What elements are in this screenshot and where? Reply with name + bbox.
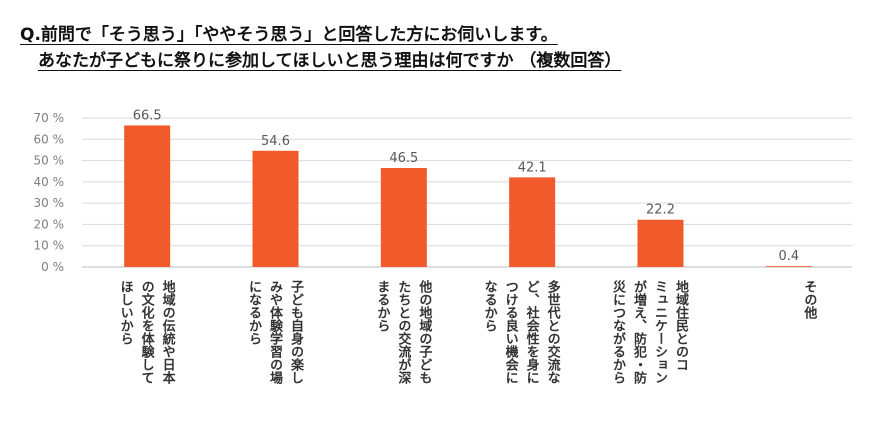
x-tick-label: 地域の伝統や日本 [160,279,176,385]
bar [509,177,556,267]
x-tick-label: まるから [374,280,390,332]
y-tick-label: 40 % [34,175,65,189]
x-tick-label: 多世代との交流な [545,279,562,384]
bar [765,266,812,267]
bar [124,125,171,267]
x-tick-label: みや体験学習の場 [267,280,283,385]
y-tick-label: 20 % [34,217,65,231]
y-tick-label: 60 % [34,132,65,146]
x-tick-label: ミュニケーション [652,280,668,384]
x-tick-label: が増え、防犯・防 [631,279,648,385]
x-tick-label: 子ども自身の楽し [288,280,305,384]
x-tick-label: ほしいから [118,280,133,345]
chart-title-line2: あなたが子どもに祭りに参加してほしいと思う理由は何ですか （複数回答） [38,51,622,71]
bar [637,219,684,267]
bar [380,168,427,267]
bar [252,150,299,267]
x-tick-label: つける良い機会に [503,280,518,384]
x-tick-label: の文化を体験して [139,280,155,384]
data-label: 54.6 [261,134,290,149]
data-label: 0.4 [778,249,799,264]
x-tick-label: その他 [801,280,818,320]
y-tick-label: 30 % [34,196,65,210]
x-tick-label: ど、社会性を身に [524,280,541,384]
data-label: 42.1 [518,160,547,175]
chart-title-line1: Q.前問で「そう思う」「ややそう思う」と回答した方にお伺いします。 [20,25,558,45]
x-tick-label: 災につながるから [610,280,626,384]
x-tick-label: 他の地域の子ども [416,279,433,384]
x-tick-label: 地域住民とのコ [673,279,689,371]
y-tick-label: 0 % [41,260,64,274]
data-label: 46.5 [389,151,418,166]
y-tick-label: 10 % [34,239,65,253]
data-label: 22.2 [646,203,675,218]
y-tick-label: 70 % [34,111,65,125]
data-label: 66.5 [133,108,162,123]
x-tick-label: たちとの交流が深 [395,280,411,385]
x-tick-label: になるから [246,280,262,345]
y-tick-label: 50 % [34,154,65,168]
x-tick-label: なるから [482,280,498,332]
